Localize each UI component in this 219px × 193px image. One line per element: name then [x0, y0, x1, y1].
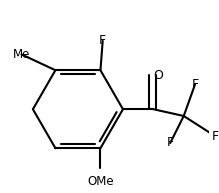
Text: F: F — [212, 130, 219, 143]
Text: F: F — [191, 78, 199, 91]
Text: OMe: OMe — [87, 175, 114, 189]
Text: F: F — [167, 136, 174, 150]
Text: Me: Me — [13, 48, 30, 61]
Text: O: O — [153, 69, 163, 82]
Text: F: F — [99, 35, 106, 47]
